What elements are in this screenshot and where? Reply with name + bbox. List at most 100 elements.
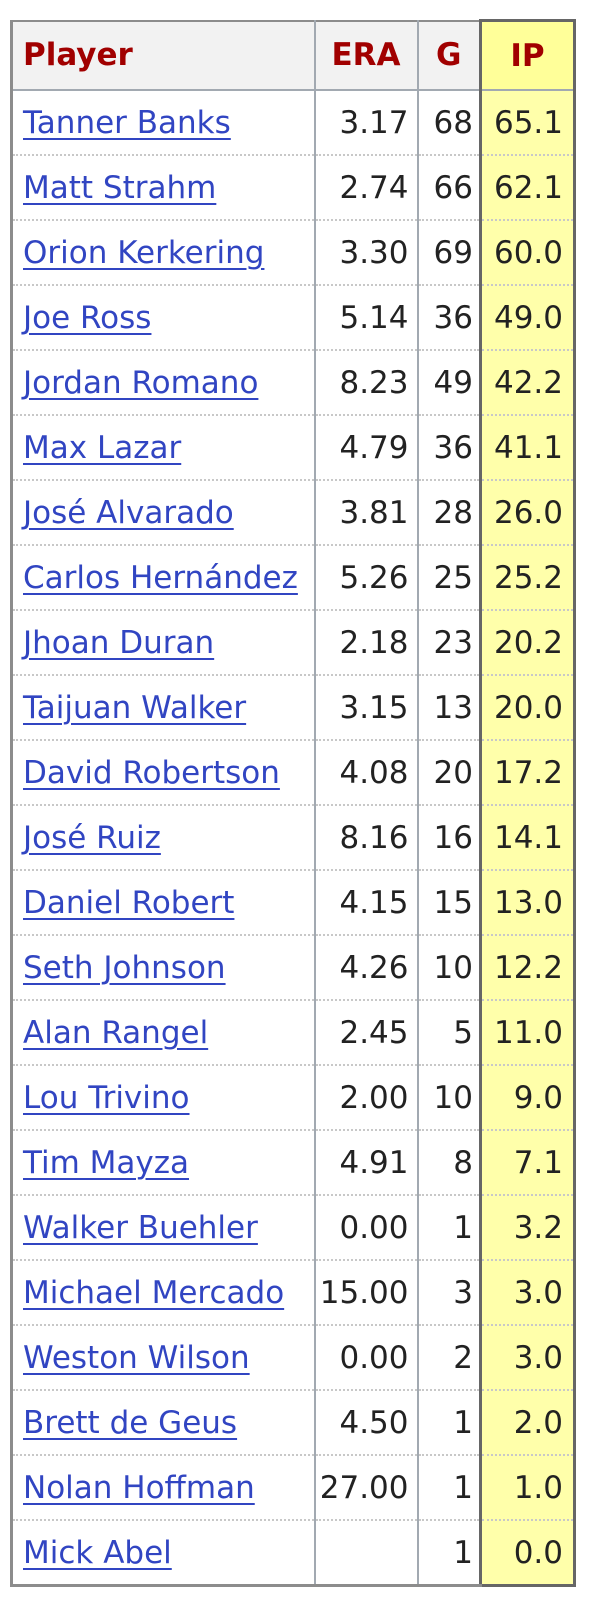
- games-cell: 36: [417, 415, 482, 481]
- era-cell: 2.45: [314, 1000, 419, 1066]
- innings-pitched-cell: 14.1: [479, 805, 576, 871]
- player-cell: Max Lazar: [10, 415, 316, 481]
- innings-pitched-cell: 1.0: [479, 1455, 576, 1521]
- player-link[interactable]: Max Lazar: [23, 429, 182, 466]
- era-cell: 3.15: [314, 675, 419, 741]
- innings-pitched-cell: 20.2: [479, 610, 576, 676]
- games-cell: 1: [417, 1455, 482, 1521]
- player-link[interactable]: Daniel Robert: [23, 884, 235, 921]
- player-link[interactable]: José Alvarado: [23, 494, 234, 531]
- player-link[interactable]: Mick Abel: [23, 1534, 172, 1571]
- column-header-ip-sorted[interactable]: IP: [479, 19, 576, 91]
- era-cell: [314, 1520, 419, 1587]
- player-link[interactable]: José Ruiz: [23, 819, 161, 856]
- table-row: Jordan Romano 8.23 49 42.2: [10, 350, 576, 416]
- era-cell: 8.23: [314, 350, 419, 416]
- player-link[interactable]: Orion Kerkering: [23, 234, 265, 271]
- player-cell: José Alvarado: [10, 480, 316, 546]
- player-cell: Daniel Robert: [10, 870, 316, 936]
- innings-pitched-cell: 13.0: [479, 870, 576, 936]
- era-cell: 4.08: [314, 740, 419, 806]
- innings-pitched-cell: 2.0: [479, 1390, 576, 1456]
- era-cell: 3.17: [314, 90, 419, 156]
- innings-pitched-cell: 26.0: [479, 480, 576, 546]
- player-cell: José Ruiz: [10, 805, 316, 871]
- games-cell: 10: [417, 935, 482, 1001]
- era-cell: 27.00: [314, 1455, 419, 1521]
- pitching-stats-table-wrapper: Player ERA G IP Tanner Banks 3.17 68 65.1 Ma…: [10, 19, 576, 1587]
- games-cell: 13: [417, 675, 482, 741]
- table-row: Weston Wilson 0.00 2 3.0: [10, 1325, 576, 1391]
- table-row: Lou Trivino 2.00 10 9.0: [10, 1065, 576, 1131]
- column-header-player[interactable]: Player: [10, 19, 316, 91]
- player-link[interactable]: Nolan Hoffman: [23, 1469, 255, 1506]
- table-row: Brett de Geus 4.50 1 2.0: [10, 1390, 576, 1456]
- player-link[interactable]: Matt Strahm: [23, 169, 217, 206]
- player-link[interactable]: Jhoan Duran: [23, 624, 215, 661]
- table-row: Joe Ross 5.14 36 49.0: [10, 285, 576, 351]
- innings-pitched-cell: 41.1: [479, 415, 576, 481]
- player-cell: Taijuan Walker: [10, 675, 316, 741]
- player-link[interactable]: Joe Ross: [23, 299, 152, 336]
- innings-pitched-cell: 60.0: [479, 220, 576, 286]
- player-link[interactable]: Brett de Geus: [23, 1404, 238, 1441]
- era-cell: 5.26: [314, 545, 419, 611]
- column-header-g[interactable]: G: [416, 19, 482, 91]
- column-header-era[interactable]: ERA: [313, 19, 419, 91]
- player-link[interactable]: Weston Wilson: [23, 1339, 250, 1376]
- player-link[interactable]: Jordan Romano: [23, 364, 259, 401]
- player-cell: Tanner Banks: [10, 90, 316, 156]
- player-link[interactable]: Michael Mercado: [23, 1274, 285, 1311]
- player-cell: Brett de Geus: [10, 1390, 316, 1456]
- player-cell: Walker Buehler: [10, 1195, 316, 1261]
- games-cell: 28: [417, 480, 482, 546]
- player-link[interactable]: Seth Johnson: [23, 949, 226, 986]
- table-row: Walker Buehler 0.00 1 3.2: [10, 1195, 576, 1261]
- innings-pitched-cell: 65.1: [479, 90, 576, 156]
- innings-pitched-cell: 17.2: [479, 740, 576, 806]
- innings-pitched-cell: 11.0: [479, 1000, 576, 1066]
- player-cell: Jordan Romano: [10, 350, 316, 416]
- table-header-row: Player ERA G IP: [10, 19, 576, 91]
- era-cell: 0.00: [314, 1195, 419, 1261]
- games-cell: 1: [417, 1195, 482, 1261]
- player-link[interactable]: David Robertson: [23, 754, 280, 791]
- player-link[interactable]: Lou Trivino: [23, 1079, 190, 1116]
- era-cell: 3.81: [314, 480, 419, 546]
- player-cell: Tim Mayza: [10, 1130, 316, 1196]
- player-cell: Mick Abel: [10, 1520, 316, 1587]
- games-cell: 23: [417, 610, 482, 676]
- innings-pitched-cell: 42.2: [479, 350, 576, 416]
- player-link[interactable]: Taijuan Walker: [23, 689, 247, 726]
- table-row: Nolan Hoffman 27.00 1 1.0: [10, 1455, 576, 1521]
- games-cell: 5: [417, 1000, 482, 1066]
- player-cell: Michael Mercado: [10, 1260, 316, 1326]
- era-cell: 4.26: [314, 935, 419, 1001]
- games-cell: 8: [417, 1130, 482, 1196]
- player-cell: Joe Ross: [10, 285, 316, 351]
- player-link[interactable]: Alan Rangel: [23, 1014, 209, 1051]
- innings-pitched-cell: 49.0: [479, 285, 576, 351]
- games-cell: 69: [417, 220, 482, 286]
- era-cell: 4.15: [314, 870, 419, 936]
- player-link[interactable]: Tanner Banks: [23, 104, 231, 141]
- table-row: José Alvarado 3.81 28 26.0: [10, 480, 576, 546]
- table-body: Tanner Banks 3.17 68 65.1 Matt Strahm 2.74 66 6…: [10, 90, 576, 1587]
- era-cell: 5.14: [314, 285, 419, 351]
- games-cell: 36: [417, 285, 482, 351]
- games-cell: 1: [417, 1390, 482, 1456]
- player-cell: Nolan Hoffman: [10, 1455, 316, 1521]
- games-cell: 68: [417, 90, 482, 156]
- player-link[interactable]: Tim Mayza: [23, 1144, 190, 1181]
- player-cell: Alan Rangel: [10, 1000, 316, 1066]
- era-cell: 4.79: [314, 415, 419, 481]
- games-cell: 16: [417, 805, 482, 871]
- table-row: Matt Strahm 2.74 66 62.1: [10, 155, 576, 221]
- player-link[interactable]: Walker Buehler: [23, 1209, 258, 1246]
- innings-pitched-cell: 62.1: [479, 155, 576, 221]
- player-cell: Seth Johnson: [10, 935, 316, 1001]
- games-cell: 2: [417, 1325, 482, 1391]
- table-row: Alan Rangel 2.45 5 11.0: [10, 1000, 576, 1066]
- player-link[interactable]: Carlos Hernández: [23, 559, 298, 596]
- table-row: Max Lazar 4.79 36 41.1: [10, 415, 576, 481]
